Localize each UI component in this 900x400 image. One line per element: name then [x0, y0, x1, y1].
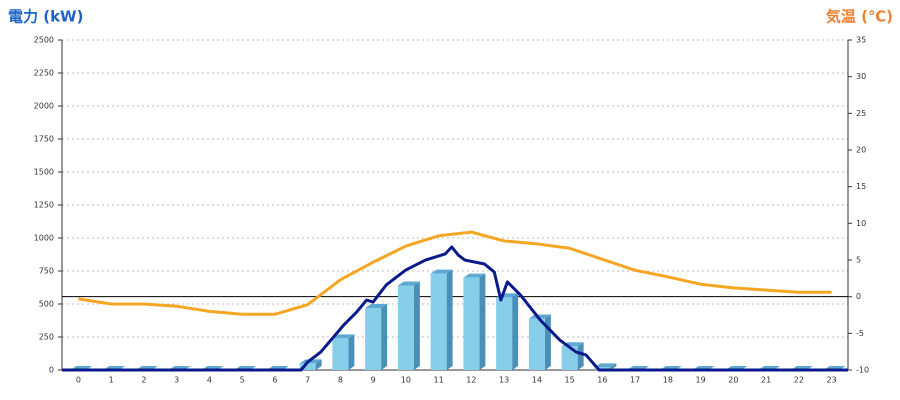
bar-top [365, 303, 388, 308]
x-tick-label: 10 [401, 376, 411, 385]
x-tick-label: 22 [794, 376, 804, 385]
y2-tick-label: 10 [856, 219, 866, 228]
bar-side [544, 314, 551, 370]
bar-top [397, 281, 420, 286]
x-tick-label: 20 [728, 376, 738, 385]
y-tick-label: 250 [39, 333, 54, 342]
bar [496, 297, 513, 370]
bar-side [315, 359, 322, 370]
y2-tick-label: 30 [856, 72, 866, 81]
bar [430, 273, 447, 370]
x-tick-label: 19 [696, 376, 706, 385]
bar [397, 285, 414, 370]
y-tick-label: 1750 [34, 135, 54, 144]
y-tick-label: 2500 [34, 36, 54, 45]
bar-side [512, 293, 519, 370]
x-tick-label: 8 [338, 376, 343, 385]
bar-side [577, 342, 584, 370]
y-axis-title: 電力 (kW) [8, 8, 83, 26]
y2-tick-label: 25 [856, 109, 866, 118]
y2-tick-label: 5 [856, 256, 861, 265]
x-tick-label: 23 [827, 376, 837, 385]
bar-top [463, 273, 486, 278]
x-tick-label: 13 [499, 376, 509, 385]
y2-tick-label: -5 [856, 329, 864, 338]
y-tick-label: 1250 [34, 201, 54, 210]
bar-top [594, 363, 617, 368]
x-tick-label: 12 [466, 376, 476, 385]
x-tick-label: 14 [532, 376, 542, 385]
y-tick-label: 0 [49, 366, 54, 375]
y2-tick-label: 0 [856, 292, 861, 301]
bar [463, 277, 480, 370]
bar-side [381, 303, 388, 370]
line [78, 230, 832, 316]
bar-top [332, 334, 355, 339]
x-tick-label: 15 [565, 376, 575, 385]
y-tick-label: 500 [39, 300, 54, 309]
x-tick-label: 18 [663, 376, 673, 385]
x-tick-label: 9 [371, 376, 376, 385]
x-tick-label: 7 [305, 376, 310, 385]
x-tick-label: 2 [141, 376, 146, 385]
y-tick-label: 750 [39, 267, 54, 276]
x-tick-label: 17 [630, 376, 640, 385]
x-tick-label: 16 [597, 376, 607, 385]
bar [332, 338, 349, 370]
bar [561, 346, 578, 370]
y2-tick-label: -10 [856, 366, 869, 375]
y2-tick-label: 35 [856, 36, 866, 45]
x-tick-label: 6 [272, 376, 277, 385]
x-tick-label: 1 [109, 376, 114, 385]
bar-top [430, 269, 453, 274]
y-tick-label: 2250 [34, 69, 54, 78]
y2-tick-label: 20 [856, 146, 866, 155]
bar-side [446, 269, 453, 370]
bar-top [528, 314, 551, 319]
line [62, 245, 848, 372]
y2-axis-title: 気温 (℃) [826, 8, 893, 26]
bar [365, 307, 382, 370]
x-tick-label: 4 [207, 376, 212, 385]
y-tick-label: 1000 [34, 234, 54, 243]
y2-tick-label: 15 [856, 182, 866, 191]
x-tick-label: 5 [240, 376, 245, 385]
y-tick-label: 2000 [34, 102, 54, 111]
bar-side [348, 334, 355, 370]
y-tick-label: 1500 [34, 168, 54, 177]
bar-side [479, 273, 486, 370]
x-tick-label: 0 [76, 376, 81, 385]
bar-side [610, 363, 617, 370]
bar [299, 363, 316, 370]
x-tick-label: 11 [434, 376, 444, 385]
bar [528, 318, 545, 370]
x-tick-label: 21 [761, 376, 771, 385]
x-tick-label: 3 [174, 376, 179, 385]
bar-side [413, 281, 420, 370]
